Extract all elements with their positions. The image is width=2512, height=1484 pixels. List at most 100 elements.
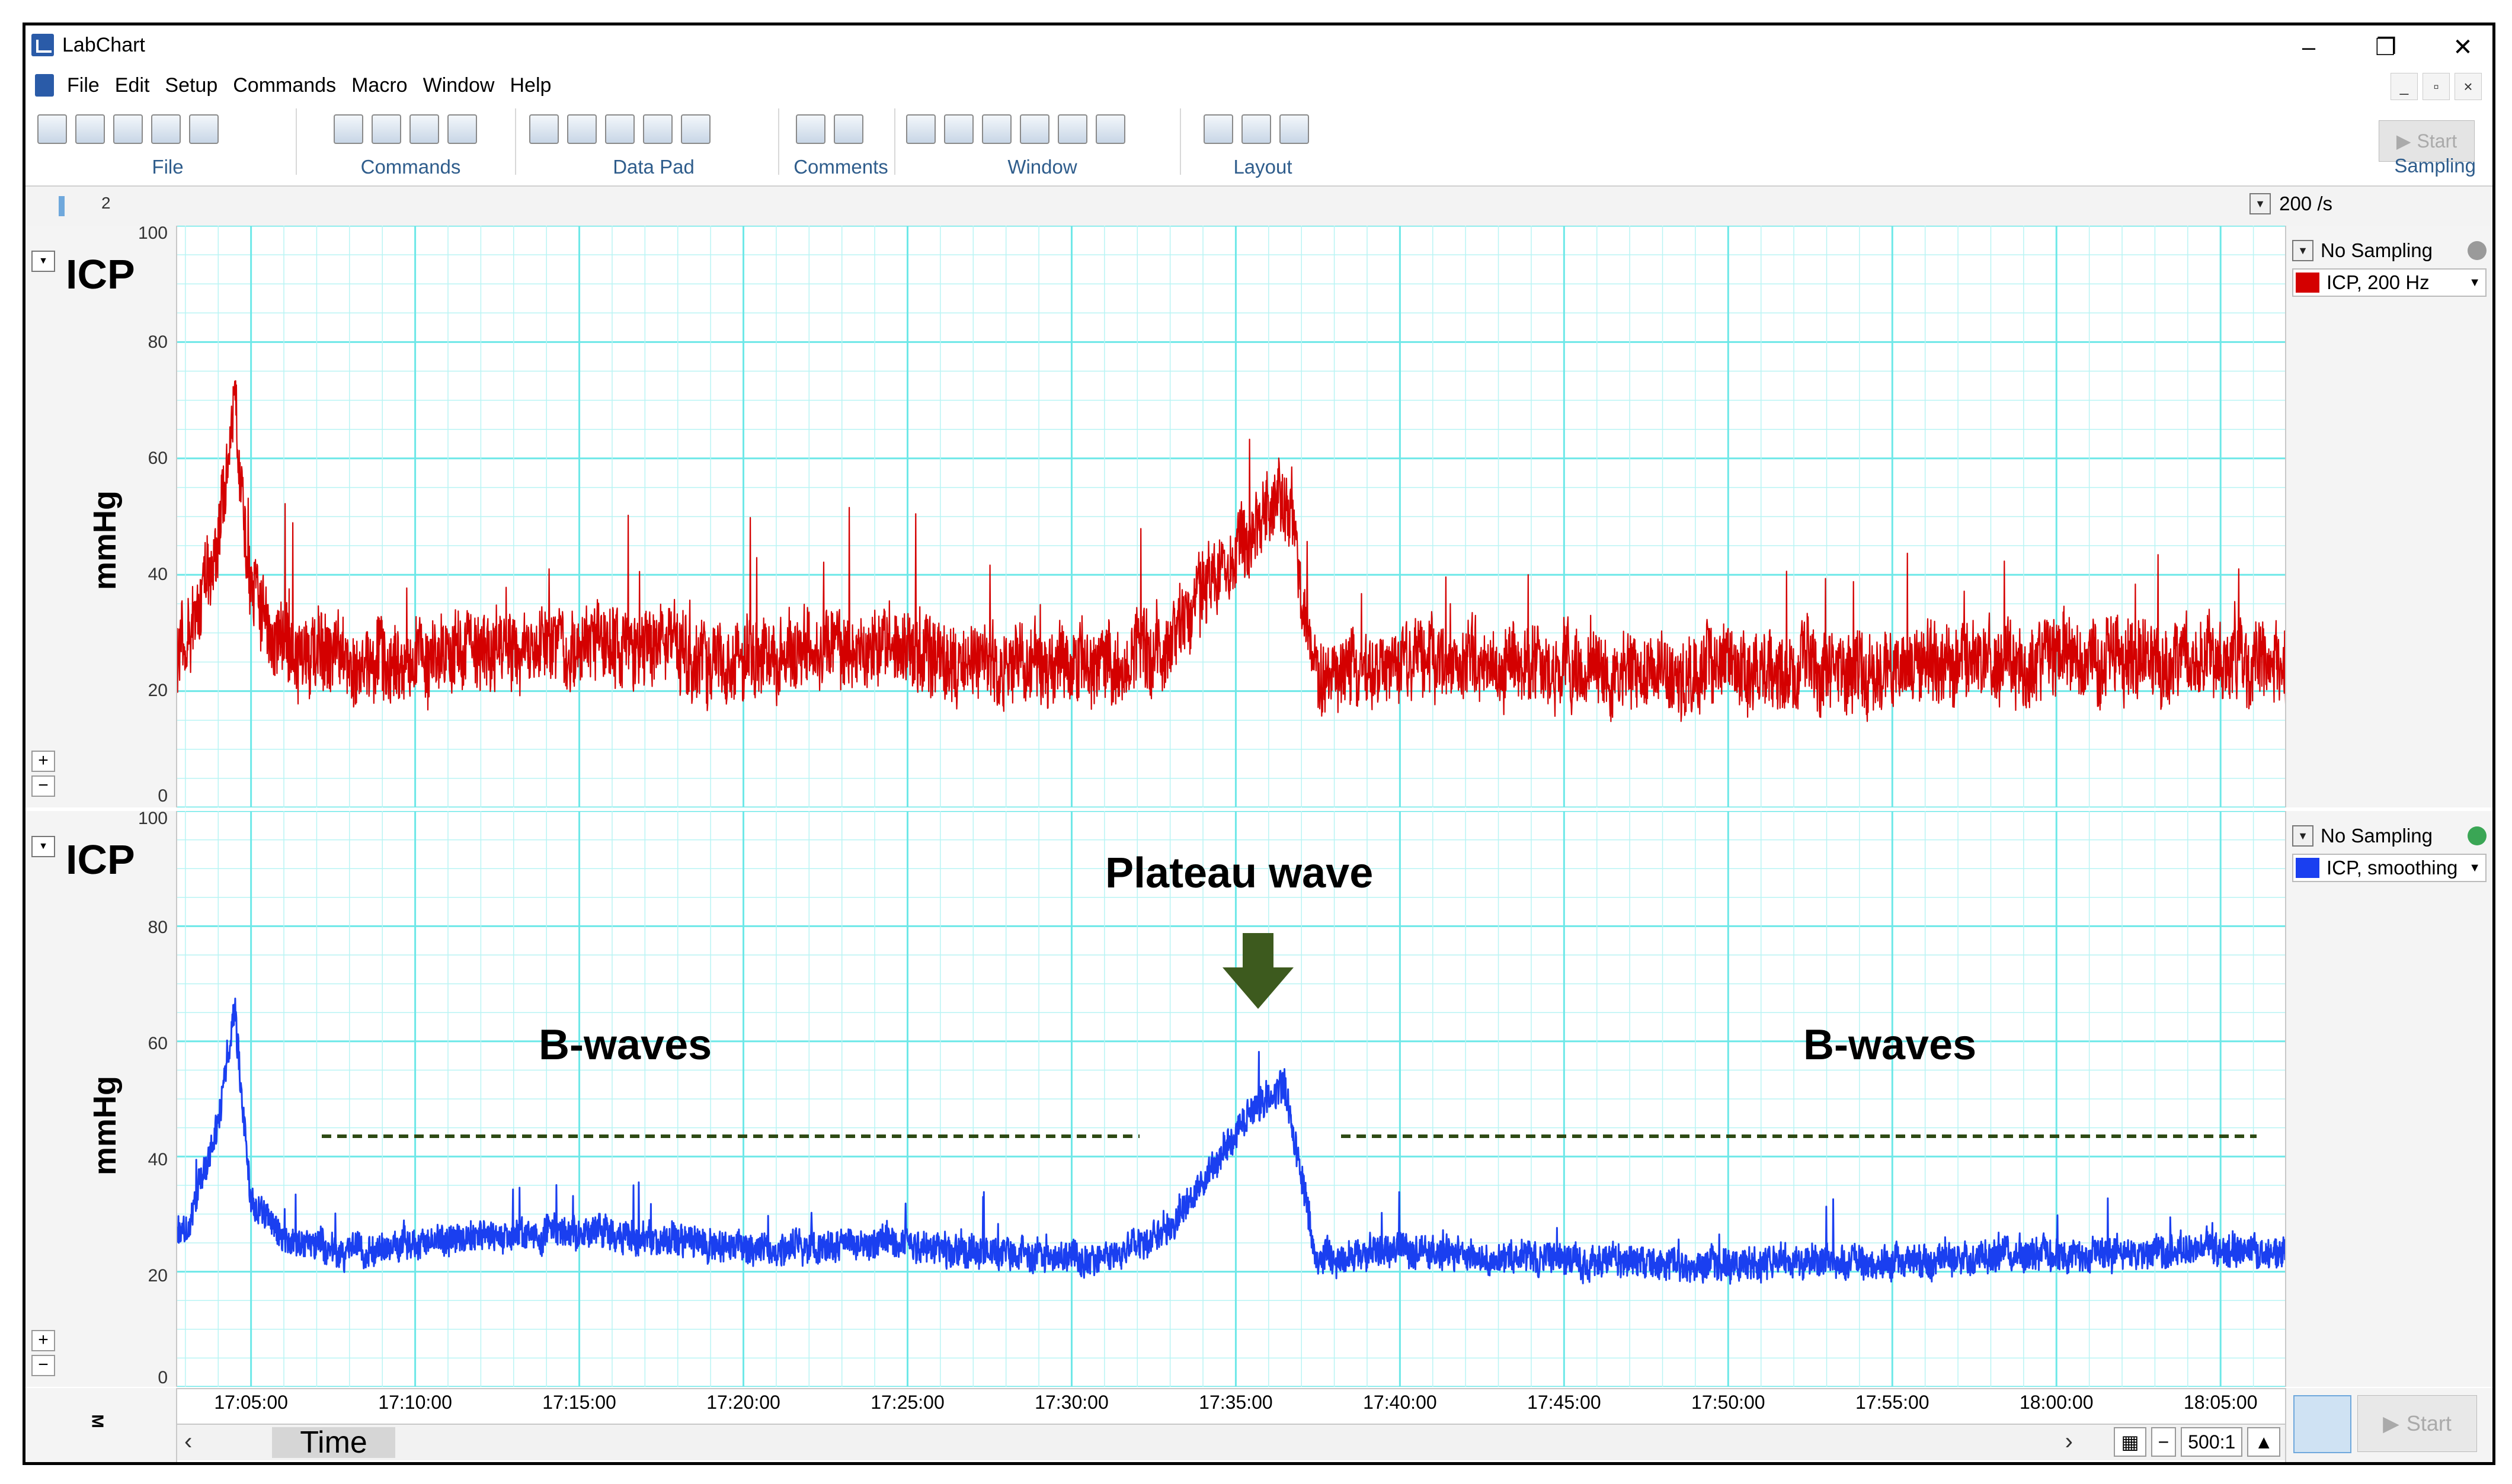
select-icon[interactable] [372,114,401,144]
menu-window[interactable]: Window [423,73,495,97]
menu-help[interactable]: Help [510,73,552,97]
menu-macro[interactable]: Macro [351,73,408,97]
start-button-bottom[interactable]: ▶ Start [2357,1395,2477,1452]
channel-2-unit: mmHg [87,1075,123,1176]
comment-icon[interactable] [796,114,825,144]
channel-menu-dropdown[interactable]: ▼ [31,836,55,857]
restore-button[interactable]: ❐ [2375,34,2396,60]
start-label: Start [2417,130,2457,152]
channel-2-config[interactable]: ICP, smoothing ▼ [2292,854,2487,882]
start-sampling-button[interactable]: ▶ Start [2379,120,2475,162]
channel-2-name: ICP [66,836,135,883]
close-button[interactable]: ✕ [2453,34,2473,60]
toolbar-separator [1180,108,1181,175]
labchart-window: LabChart – ❐ ✕ File Edit Setup Commands … [23,23,2495,1465]
page-number[interactable]: 2 [101,194,111,212]
windows-icon[interactable] [1096,114,1125,144]
info-icon[interactable] [2468,241,2487,260]
marker-label[interactable]: M [88,1414,107,1428]
scope-view-icon[interactable] [944,114,974,144]
time-scrollbar[interactable]: ‹ Time › ▦ − 500:1 ▲ [177,1424,2286,1460]
channel-config-label: ICP, 200 Hz [2327,271,2430,293]
toolbar-label-comments: Comments [793,156,888,178]
menu-commands[interactable]: Commands [233,73,337,97]
toolbar-separator [515,108,516,175]
menu-edit[interactable]: Edit [114,73,150,97]
toolbar-group-commands: Commands [310,102,511,181]
minimize-button[interactable]: – [2302,34,2316,60]
page-marker[interactable] [59,196,65,216]
status-dropdown-icon[interactable]: ▼ [2292,825,2313,847]
time-tick-label: 17:15:00 [542,1392,616,1413]
time-tick-label: 17:40:00 [1363,1392,1437,1413]
time-tick-label: 17:55:00 [1855,1392,1929,1413]
zoom-ratio[interactable]: 500:1 [2181,1427,2243,1457]
channel-1-panel: ▼ No Sampling ICP, 200 Hz ▼ [2285,226,2492,807]
y-tick: 40 [148,1150,168,1169]
play-icon: ▶ [2396,130,2411,152]
zoom-view-icon[interactable] [982,114,1012,144]
scroll-right-icon[interactable]: › [2065,1428,2073,1454]
datapad-chart-icon[interactable] [681,114,711,144]
time-tick-label: 18:00:00 [2019,1392,2094,1413]
layout-split-icon[interactable] [1241,114,1271,144]
info-icon[interactable] [2468,826,2487,845]
rate-dropdown-icon[interactable]: ▼ [2249,193,2271,214]
print-icon[interactable] [151,114,181,144]
import-icon[interactable] [113,114,143,144]
chart-view-icon[interactable] [906,114,936,144]
time-tick-label: 17:05:00 [214,1392,288,1413]
channel-menu-dropdown[interactable]: ▼ [31,251,55,272]
time-tick-label: 17:10:00 [378,1392,452,1413]
menu-setup[interactable]: Setup [165,73,218,97]
marker-icon[interactable] [409,114,439,144]
y-tick: 0 [158,1368,168,1387]
fit-view-icon[interactable]: ▦ [2114,1427,2146,1457]
export-icon[interactable] [189,114,219,144]
chevron-down-icon: ▼ [2469,861,2481,874]
channel-2-panel: ▼ No Sampling ICP, smoothing ▼ [2285,811,2492,1387]
status-dropdown-icon[interactable]: ▼ [2292,240,2313,261]
add-datapad-icon[interactable] [567,114,597,144]
y-tick: 40 [148,565,168,584]
toolbar-group-data-pad: Data Pad [529,102,778,181]
channel-1-config[interactable]: ICP, 200 Hz ▼ [2292,268,2487,297]
delete-marker-icon[interactable] [447,114,477,144]
time-axis-title[interactable]: Time [272,1425,395,1460]
layout-grid-icon[interactable] [1204,114,1233,144]
open-file-icon[interactable] [75,114,105,144]
zoom-minus-icon[interactable]: − [2151,1427,2177,1457]
scroll-left-icon[interactable]: ‹ [184,1428,193,1454]
zoom-controls: ▦ − 500:1 ▲ [2114,1427,2280,1457]
datapad-view-icon[interactable] [643,114,673,144]
datapad-toggle-icon[interactable] [2293,1395,2351,1453]
channel-2-plot[interactable] [177,811,2286,1387]
document-icon[interactable] [35,74,54,97]
series-line [177,998,2286,1285]
doc-restore-button[interactable]: ▫ [2423,73,2450,100]
doc-minimize-button[interactable]: _ [2391,73,2418,100]
toolbar-group-window: Window [906,102,1179,181]
xy-view-icon[interactable] [1020,114,1049,144]
datapad-icon[interactable] [529,114,559,144]
new-file-icon[interactable] [37,114,67,144]
zoom-out-button[interactable]: − [31,775,55,797]
layout-export-icon[interactable] [1279,114,1309,144]
toolbar-group-comments: Comments [788,102,894,181]
zoom-in-button[interactable]: + [31,751,55,772]
spectrum-icon[interactable] [1058,114,1087,144]
status-text: No Sampling [2321,239,2433,261]
toolbar-separator [296,108,297,175]
multi-add-icon[interactable] [605,114,635,144]
menu-file[interactable]: File [67,73,100,97]
zoom-out-button[interactable]: − [31,1355,55,1376]
find-icon[interactable] [334,114,363,144]
zoom-in-button[interactable]: + [31,1330,55,1351]
plateau-wave-label: Plateau wave [1105,850,1374,897]
channel-1-plot[interactable] [177,226,2286,807]
zoom-up-icon[interactable]: ▲ [2247,1427,2280,1457]
rate-value: 200 /s [2279,193,2332,214]
b-waves-label-left: B-waves [539,1021,712,1069]
add-comment-icon[interactable] [834,114,863,144]
doc-close-button[interactable]: × [2455,73,2482,100]
